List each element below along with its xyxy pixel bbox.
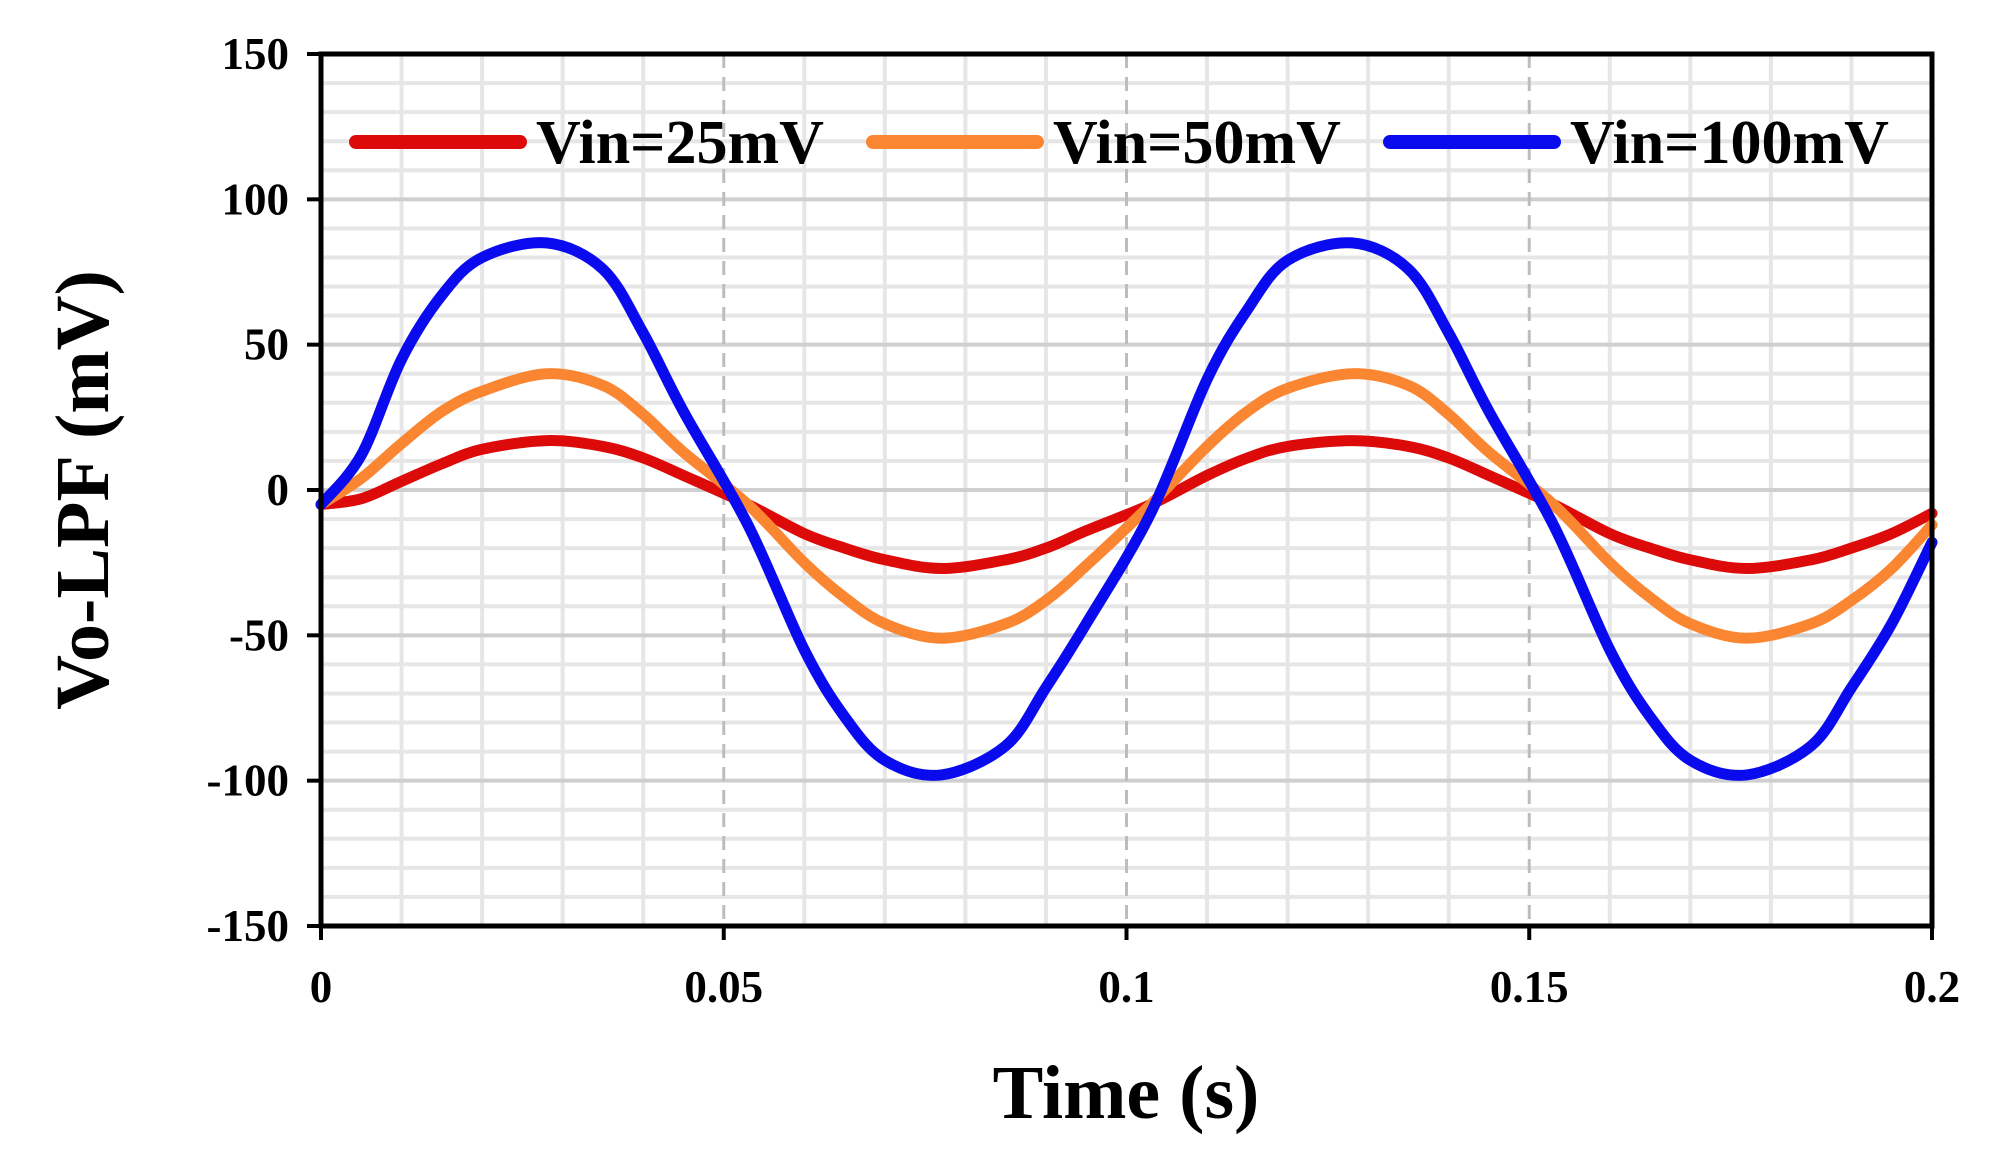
series-line-vin-100mv: [315, 237, 1938, 781]
y-tick-label: 100: [222, 174, 290, 224]
y-tick-label: -150: [207, 901, 290, 951]
x-tick-label: 0.2: [1904, 962, 1960, 1012]
y-tick-label: 150: [222, 29, 290, 79]
y-tick-label: 0: [267, 465, 290, 515]
y-axis-tick-labels: 150 100 50 0 -50 -100 -150: [207, 29, 290, 951]
x-axis-title: Time (s): [993, 1051, 1260, 1135]
legend: Vin=25mV Vin=50mV Vin=100mV: [349, 109, 1889, 177]
x-tick-label: 0.05: [684, 962, 763, 1012]
major-grid: [321, 54, 1932, 926]
y-tick-label: -100: [207, 756, 290, 806]
series-line-vin-25mv: [315, 435, 1938, 574]
x-tick-label: 0.1: [1098, 962, 1154, 1012]
legend-label-vin-25mv: Vin=25mV: [536, 109, 824, 177]
x-tick-label: 0: [310, 962, 333, 1012]
x-axis-tick-labels: 0 0.05 0.1 0.15 0.2: [310, 962, 1960, 1012]
series-layer: [315, 237, 1938, 781]
legend-label-vin-50mv: Vin=50mV: [1053, 109, 1341, 177]
legend-label-vin-100mv: Vin=100mV: [1570, 109, 1889, 177]
y-tick-label: -50: [229, 610, 289, 660]
x-tick-label: 0.15: [1490, 962, 1569, 1012]
y-tick-label: 50: [244, 320, 289, 370]
plot-frame: [318, 51, 1935, 929]
series-line-vin-50mv: [315, 368, 1938, 644]
y-axis-title: Vo-LPF (mV): [41, 270, 125, 710]
